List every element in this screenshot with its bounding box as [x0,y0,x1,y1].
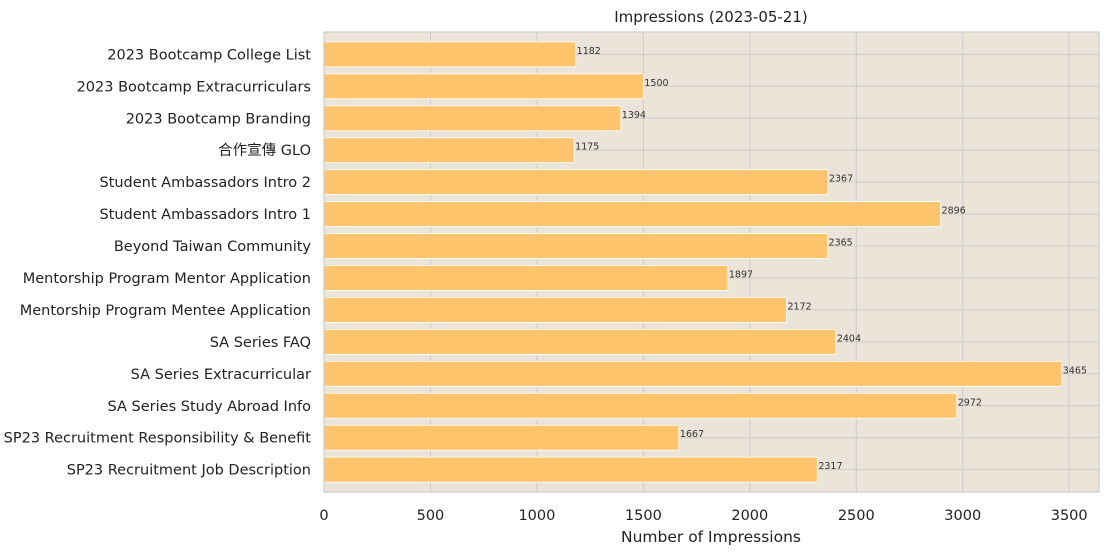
bar [323,201,941,227]
bar [323,424,680,451]
plot-area [324,32,1099,492]
bars-group [323,41,1063,483]
bar [323,169,829,195]
bar [323,456,818,483]
bar [323,360,1063,387]
bar [323,137,575,164]
bar-data-label: 1182 [577,46,601,57]
y-tick-label: Mentorship Program Mentee Application [20,303,311,319]
y-tick-label: Beyond Taiwan Community [114,239,312,255]
bar-data-label: 2972 [958,397,982,408]
x-axis-label: Number of Impressions [621,528,801,546]
bar-data-label: 2172 [787,301,811,312]
x-tick-label: 3000 [944,508,981,524]
bar [323,105,622,132]
plot-frame [323,31,1100,493]
x-tick-label: 0 [319,508,328,524]
y-tick-label: Student Ambassadors Intro 2 [99,175,311,191]
bar-data-label: 1175 [575,142,599,153]
bar-data-label: 2317 [818,461,842,472]
y-tick-label: 2023 Bootcamp Branding [126,111,311,127]
y-tick-label: SA Series Study Abroad Info [108,399,312,415]
chart-title: Impressions (2023-05-21) [614,8,808,26]
bar-data-label: 1394 [622,110,646,121]
y-tick-label: SA Series Extracurricular [131,367,311,383]
bar [323,41,577,68]
bar [323,329,837,355]
bar [323,233,828,259]
x-tick-label: 2500 [838,508,875,524]
x-tick-labels: 0 500 1000 1500 2000 2500 3000 3500 [319,508,1087,524]
x-tick-label: 3500 [1051,508,1088,524]
y-tick-label: SA Series FAQ [210,335,311,351]
y-tick-labels: 2023 Bootcamp College List 2023 Bootcamp … [4,47,312,478]
bar-data-label: 1667 [680,429,704,440]
y-tick-label: SP23 Recruitment Job Description [67,463,311,479]
bar [323,297,787,323]
bar-data-label: 2365 [829,238,853,249]
bar-data-label: 2896 [942,206,966,217]
y-tick-label: Mentorship Program Mentor Application [23,271,311,287]
bar-data-label: 1500 [644,78,668,89]
x-tick-label: 500 [417,508,445,524]
y-tick-label: 合作宣傳 GLO [218,142,311,159]
y-tick-label: SP23 Recruitment Responsibility & Benefi… [4,431,312,447]
x-tick-label: 1500 [625,508,662,524]
bar [323,392,958,419]
x-tick-label: 1000 [518,508,555,524]
y-tick-label: 2023 Bootcamp College List [107,47,311,63]
x-tick-label: 2000 [731,508,768,524]
y-tick-label: Student Ambassadors Intro 1 [99,207,311,223]
bar-data-label: 1897 [729,270,753,281]
bar-data-label: 3465 [1063,365,1087,376]
bar-data-label: 2404 [837,333,861,344]
data-labels-group: 1182 1500 1394 1175 2367 2896 2365 1897 2172 2404… [575,46,1087,472]
bar-data-label: 2367 [829,174,853,185]
y-tick-label: 2023 Bootcamp Extracurriculars [77,79,311,95]
bar [323,73,644,100]
bar [323,265,729,291]
